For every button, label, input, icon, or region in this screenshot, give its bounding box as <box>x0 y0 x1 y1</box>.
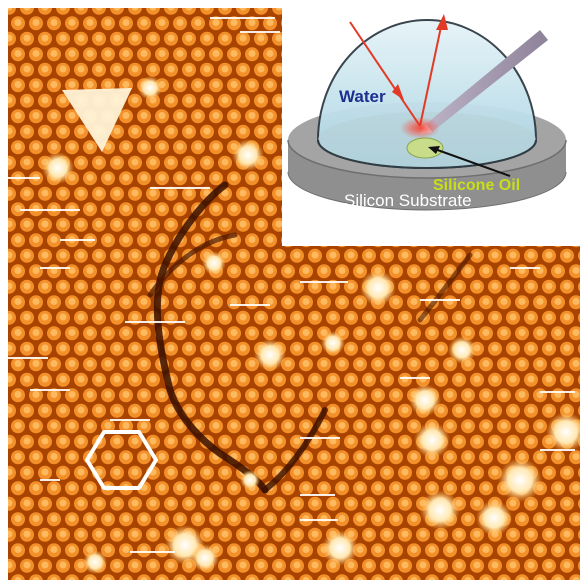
silicon-substrate-label: Silicon Substrate <box>344 191 472 210</box>
domain-boundary-left <box>153 181 269 494</box>
laser-beams <box>349 14 448 127</box>
domain-boundary-far-right <box>417 252 473 323</box>
domain-boundary-upper <box>147 232 238 298</box>
domain-boundary-right <box>262 407 328 493</box>
hexagon-marker <box>85 430 158 490</box>
oil-pointer-arrow <box>431 147 511 177</box>
bright-triangle-feature <box>62 88 132 152</box>
water-label: Water <box>339 87 386 106</box>
silicone-oil-label: Silicone Oil <box>433 177 520 194</box>
scan-artifacts <box>8 17 575 553</box>
inset-schematic: Water Silicone Oil Silicon Substrate <box>282 8 580 246</box>
bright-particles <box>42 139 580 574</box>
stm-tip <box>426 30 548 132</box>
laser-spot <box>400 117 440 139</box>
